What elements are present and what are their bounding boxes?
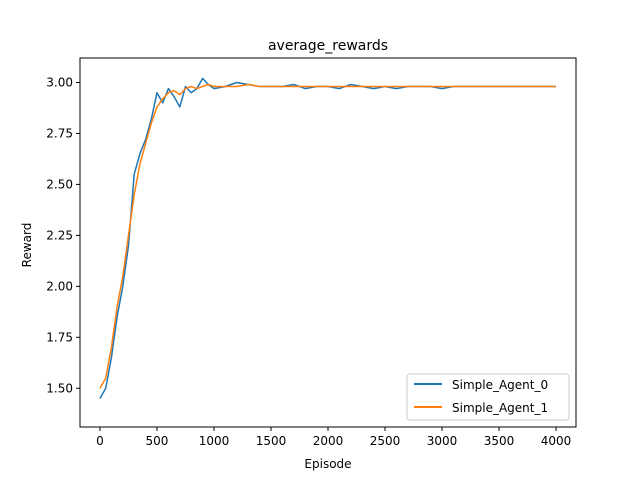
y-tick-label: 2.25 <box>46 228 73 242</box>
x-tick-label: 3000 <box>427 434 458 448</box>
series-layer <box>99 77 556 399</box>
y-axis: 1.50 1.75 2.00 2.25 2.50 2.75 3.00 <box>46 75 80 395</box>
x-tick-label: 2000 <box>313 434 344 448</box>
y-tick-label: 2.75 <box>46 126 73 140</box>
x-tick-label: 2500 <box>370 434 401 448</box>
y-tick-label: 1.75 <box>46 330 73 344</box>
y-tick-label: 2.50 <box>46 177 73 191</box>
x-tick-label: 0 <box>96 434 104 448</box>
legend-label-simple-agent-1: Simple_Agent_1 <box>452 401 548 415</box>
y-axis-label: Reward <box>20 223 34 268</box>
x-axis: 0 500 1000 1500 2000 2500 3000 3500 4000 <box>96 427 571 448</box>
y-tick-label: 2.00 <box>46 279 73 293</box>
x-axis-label: Episode <box>304 457 351 471</box>
chart-title: average_rewards <box>268 38 388 54</box>
y-tick-label: 3.00 <box>46 75 73 89</box>
legend: Simple_Agent_0 Simple_Agent_1 <box>406 373 570 421</box>
x-tick-label: 3500 <box>484 434 515 448</box>
x-tick-label: 4000 <box>541 434 572 448</box>
legend-label-simple-agent-0: Simple_Agent_0 <box>452 378 548 392</box>
y-tick-label: 1.50 <box>46 381 73 395</box>
x-tick-label: 500 <box>146 434 169 448</box>
series-line-simple-agent-1 <box>99 83 556 389</box>
x-tick-label: 1000 <box>199 434 230 448</box>
legend-box <box>406 373 570 421</box>
series-line-simple-agent-0 <box>99 77 556 399</box>
x-tick-label: 1500 <box>256 434 287 448</box>
